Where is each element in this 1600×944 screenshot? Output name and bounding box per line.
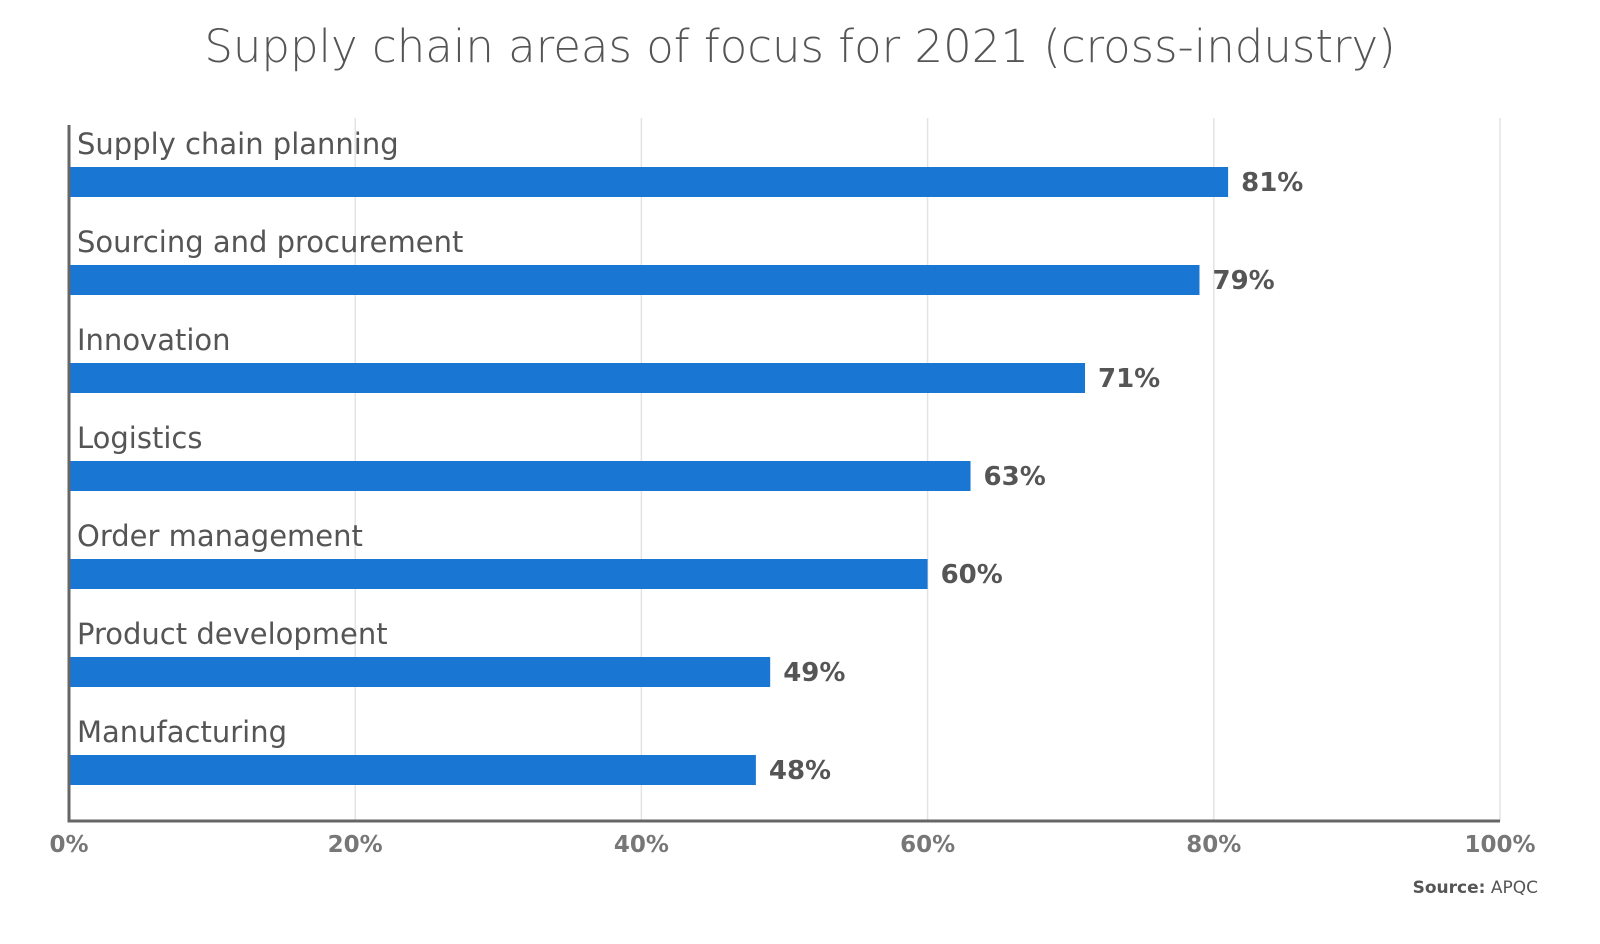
x-tick-label-40: 40% [614, 832, 669, 858]
x-tick-label-60: 60% [900, 832, 955, 858]
source-note: Source: APQC [1413, 878, 1538, 898]
category-label-5: Order management [77, 519, 363, 553]
bar-1 [69, 167, 1229, 197]
category-label-6: Product development [77, 617, 388, 651]
axes: 0% 20% 40% 60% 80% 100% [49, 125, 1536, 858]
source-label: Source: [1412, 878, 1486, 898]
value-label-4: 63% [984, 462, 1046, 492]
value-label-3: 71% [1098, 364, 1160, 394]
bars: Supply chain planning 81% Sourcing and pro… [69, 127, 1303, 786]
category-label-4: Logistics [77, 421, 202, 455]
x-tick-label-0: 0% [49, 832, 88, 858]
bar-4 [69, 461, 971, 491]
x-tick-label-80: 80% [1186, 832, 1241, 858]
bar-7 [69, 755, 756, 785]
value-label-1: 81% [1241, 168, 1303, 198]
category-label-2: Sourcing and procurement [77, 225, 463, 259]
value-label-7: 48% [769, 756, 831, 786]
source-value: APQC [1490, 878, 1538, 898]
value-label-2: 79% [1212, 266, 1274, 296]
bar-2 [69, 265, 1200, 295]
chart-title: Supply chain areas of focus for 2021 (cr… [204, 20, 1396, 73]
category-label-1: Supply chain planning [77, 127, 399, 161]
x-tick-label-100: 100% [1464, 832, 1535, 858]
value-label-5: 60% [941, 560, 1003, 590]
bar-5 [69, 559, 928, 589]
category-label-3: Innovation [77, 323, 231, 357]
bar-3 [69, 363, 1086, 393]
bar-6 [69, 657, 771, 687]
category-label-7: Manufacturing [77, 715, 287, 749]
value-label-6: 49% [783, 658, 845, 688]
x-tick-label-20: 20% [328, 832, 383, 858]
